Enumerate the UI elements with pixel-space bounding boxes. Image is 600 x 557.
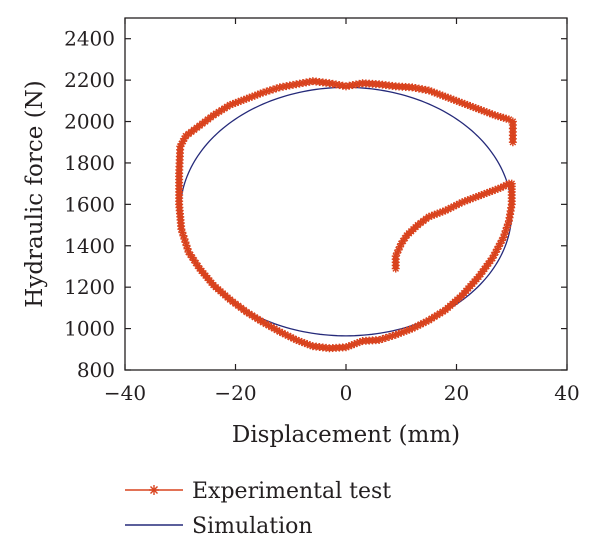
y-tick-label: 1400 <box>64 234 115 258</box>
legend: Experimental test Simulation <box>125 479 391 539</box>
y-tick-label: 1800 <box>64 151 115 175</box>
legend-label-simulation: Simulation <box>192 514 313 539</box>
data-point-experimental <box>491 248 500 257</box>
legend-entry-experimental: Experimental test <box>125 479 391 504</box>
x-axis-ticks: −40 −20 0 20 40 <box>104 18 580 405</box>
x-axis-label: Displacement (mm) <box>232 422 460 448</box>
legend-entry-simulation: Simulation <box>125 514 313 539</box>
y-tick-label: 2000 <box>64 110 115 134</box>
legend-marker-experimental <box>149 485 159 495</box>
y-tick-label: 1600 <box>64 192 115 216</box>
data-point-experimental <box>350 340 359 349</box>
y-axis-ticks: 800 1000 1200 1400 1600 1800 2000 2200 2400 <box>64 27 567 382</box>
y-tick-label: 1000 <box>64 317 115 341</box>
y-axis-label: Hydraulic force (N) <box>22 80 48 307</box>
y-tick-label: 2400 <box>64 27 115 51</box>
series-markers-experimental <box>175 77 517 353</box>
data-point-experimental <box>508 138 517 147</box>
plot-area: −40 −20 0 20 40 800 1000 1200 1400 1600 1800 2000 2… <box>64 17 580 405</box>
data-point-experimental <box>427 314 436 323</box>
data-point-experimental <box>489 251 498 260</box>
y-tick-label: 1200 <box>64 275 115 299</box>
x-tick-label: 0 <box>340 381 353 405</box>
legend-marker-star <box>149 485 159 495</box>
x-tick-label: −20 <box>214 381 256 405</box>
x-tick-label: 40 <box>554 381 579 405</box>
data-point-experimental <box>458 98 467 107</box>
x-tick-label: −40 <box>104 381 146 405</box>
y-tick-label: 800 <box>77 358 115 382</box>
data-point-experimental <box>474 192 483 201</box>
series-layer <box>175 77 517 353</box>
data-point-experimental <box>289 334 298 343</box>
y-tick-label: 2200 <box>64 68 115 92</box>
legend-label-experimental: Experimental test <box>192 479 391 504</box>
x-tick-label: 20 <box>444 381 469 405</box>
